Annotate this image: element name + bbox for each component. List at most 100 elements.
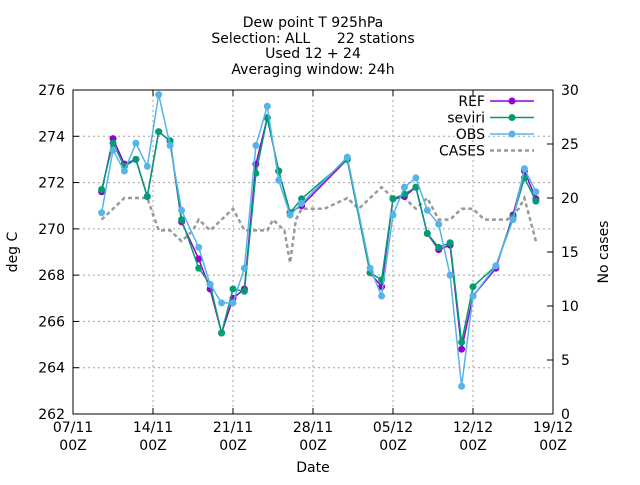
y2-tick-labels: 0 5 10 15 20 25 30 (561, 83, 579, 423)
obs-point (206, 280, 214, 288)
y2-tick-label: 10 (561, 299, 579, 315)
obs-point (252, 142, 260, 149)
obs-point (412, 174, 420, 182)
y-tick-label: 266 (38, 314, 65, 330)
obs-point (298, 199, 306, 207)
seviri-point (229, 285, 237, 293)
y-tick-label: 276 (38, 83, 65, 99)
y2-axis-label: No cases (596, 221, 612, 284)
title-line-3: Used 12 + 24 (265, 46, 361, 62)
seviri-point (423, 230, 431, 237)
obs-point (423, 206, 431, 214)
obs-point (195, 243, 203, 251)
title-line-4: Averaging window: 24h (231, 62, 394, 78)
obs-point (109, 146, 117, 154)
obs-point (286, 211, 294, 219)
ref-point (195, 255, 203, 263)
x-tick-label-time: 00Z (219, 438, 246, 454)
obs-point (366, 264, 374, 272)
obs-point (120, 167, 128, 175)
obs-point (229, 299, 237, 307)
obs-point (166, 142, 174, 149)
obs-point (143, 162, 151, 170)
obs-point (509, 216, 517, 224)
seviri-point (109, 139, 117, 147)
seviri-point (178, 216, 186, 224)
obs-point (458, 382, 466, 390)
y-tick-label: 264 (38, 361, 65, 377)
obs-point (520, 165, 528, 173)
legend-item-seviri: seviri (447, 111, 534, 127)
chart-title: Dew point T 925hPa Selection: ALL 22 sta… (211, 15, 414, 78)
seviri-point (240, 287, 248, 295)
x-tick-label-time: 00Z (539, 438, 566, 454)
obs-point (275, 176, 283, 184)
legend-marker-seviri (508, 114, 516, 121)
seviri-point (218, 329, 226, 337)
obs-point (98, 209, 106, 217)
axis-ticks (72, 89, 554, 415)
x-tick-label-date: 14/11 (133, 420, 173, 436)
obs-point (378, 292, 386, 300)
y2-tick-label: 5 (561, 353, 570, 369)
legend-marker-ref (508, 97, 516, 105)
legend-item-obs: OBS (456, 127, 534, 143)
x-tick-label-time: 00Z (379, 438, 406, 454)
obs-point (218, 299, 226, 307)
obs-point (492, 262, 500, 270)
grid-lines (73, 90, 553, 414)
cases-series (100, 185, 538, 264)
obs-point (400, 183, 408, 191)
seviri-point (389, 195, 397, 203)
title-line-1: Dew point T 925hPa (243, 15, 383, 31)
y2-tick-label: 30 (561, 83, 579, 99)
obs-series (98, 91, 540, 390)
x-tick-label-time: 00Z (459, 438, 486, 454)
legend-label-obs: OBS (456, 127, 485, 143)
obs-point (132, 139, 140, 147)
obs-point (343, 153, 351, 161)
seviri-point (458, 338, 466, 346)
x-tick-label-date: 07/11 (53, 420, 93, 436)
obs-point (240, 264, 248, 272)
legend-label-seviri: seviri (447, 111, 485, 127)
seviri-point (469, 283, 477, 291)
y-tick-label: 268 (38, 268, 65, 284)
obs-point (263, 102, 271, 110)
y-tick-label: 272 (38, 176, 65, 192)
x-tick-label-date: 12/12 (453, 420, 493, 436)
x-tick-label-date: 19/12 (533, 420, 573, 436)
y-tick-label: 270 (38, 222, 65, 238)
seviri-point (143, 193, 151, 200)
y-tick-labels: 262 264 266 268 270 272 274 276 (38, 83, 65, 423)
y-tick-label: 274 (38, 129, 65, 145)
seviri-point (532, 197, 540, 205)
seviri-point (446, 239, 454, 247)
y2-tick-label: 15 (561, 245, 579, 261)
x-axis-label: Date (296, 460, 329, 476)
title-line-2: Selection: ALL 22 stations (211, 31, 414, 47)
seviri-point (132, 155, 140, 163)
y-tick-label: 262 (38, 407, 65, 423)
obs-point (435, 220, 443, 228)
x-tick-labels: 07/11 00Z 14/11 00Z 21/11 00Z 28/11 00Z 05/12 00Z… (53, 420, 573, 454)
y2-tick-label: 0 (561, 407, 570, 423)
legend-label-cases: CASES (439, 144, 485, 160)
seviri-point (412, 183, 420, 191)
seviri-point (155, 128, 163, 136)
x-tick-label-date: 05/12 (373, 420, 413, 436)
seviri-point (195, 264, 203, 272)
obs-point (178, 206, 186, 214)
x-tick-label-time: 00Z (299, 438, 326, 454)
obs-point (389, 211, 397, 219)
obs-point (469, 292, 477, 300)
y2-tick-label: 20 (561, 191, 579, 207)
x-tick-label-date: 21/11 (213, 420, 253, 436)
obs-point (446, 271, 454, 279)
x-tick-label-date: 28/11 (293, 420, 333, 436)
temperature-series (98, 91, 540, 390)
seviri-point (98, 186, 106, 193)
